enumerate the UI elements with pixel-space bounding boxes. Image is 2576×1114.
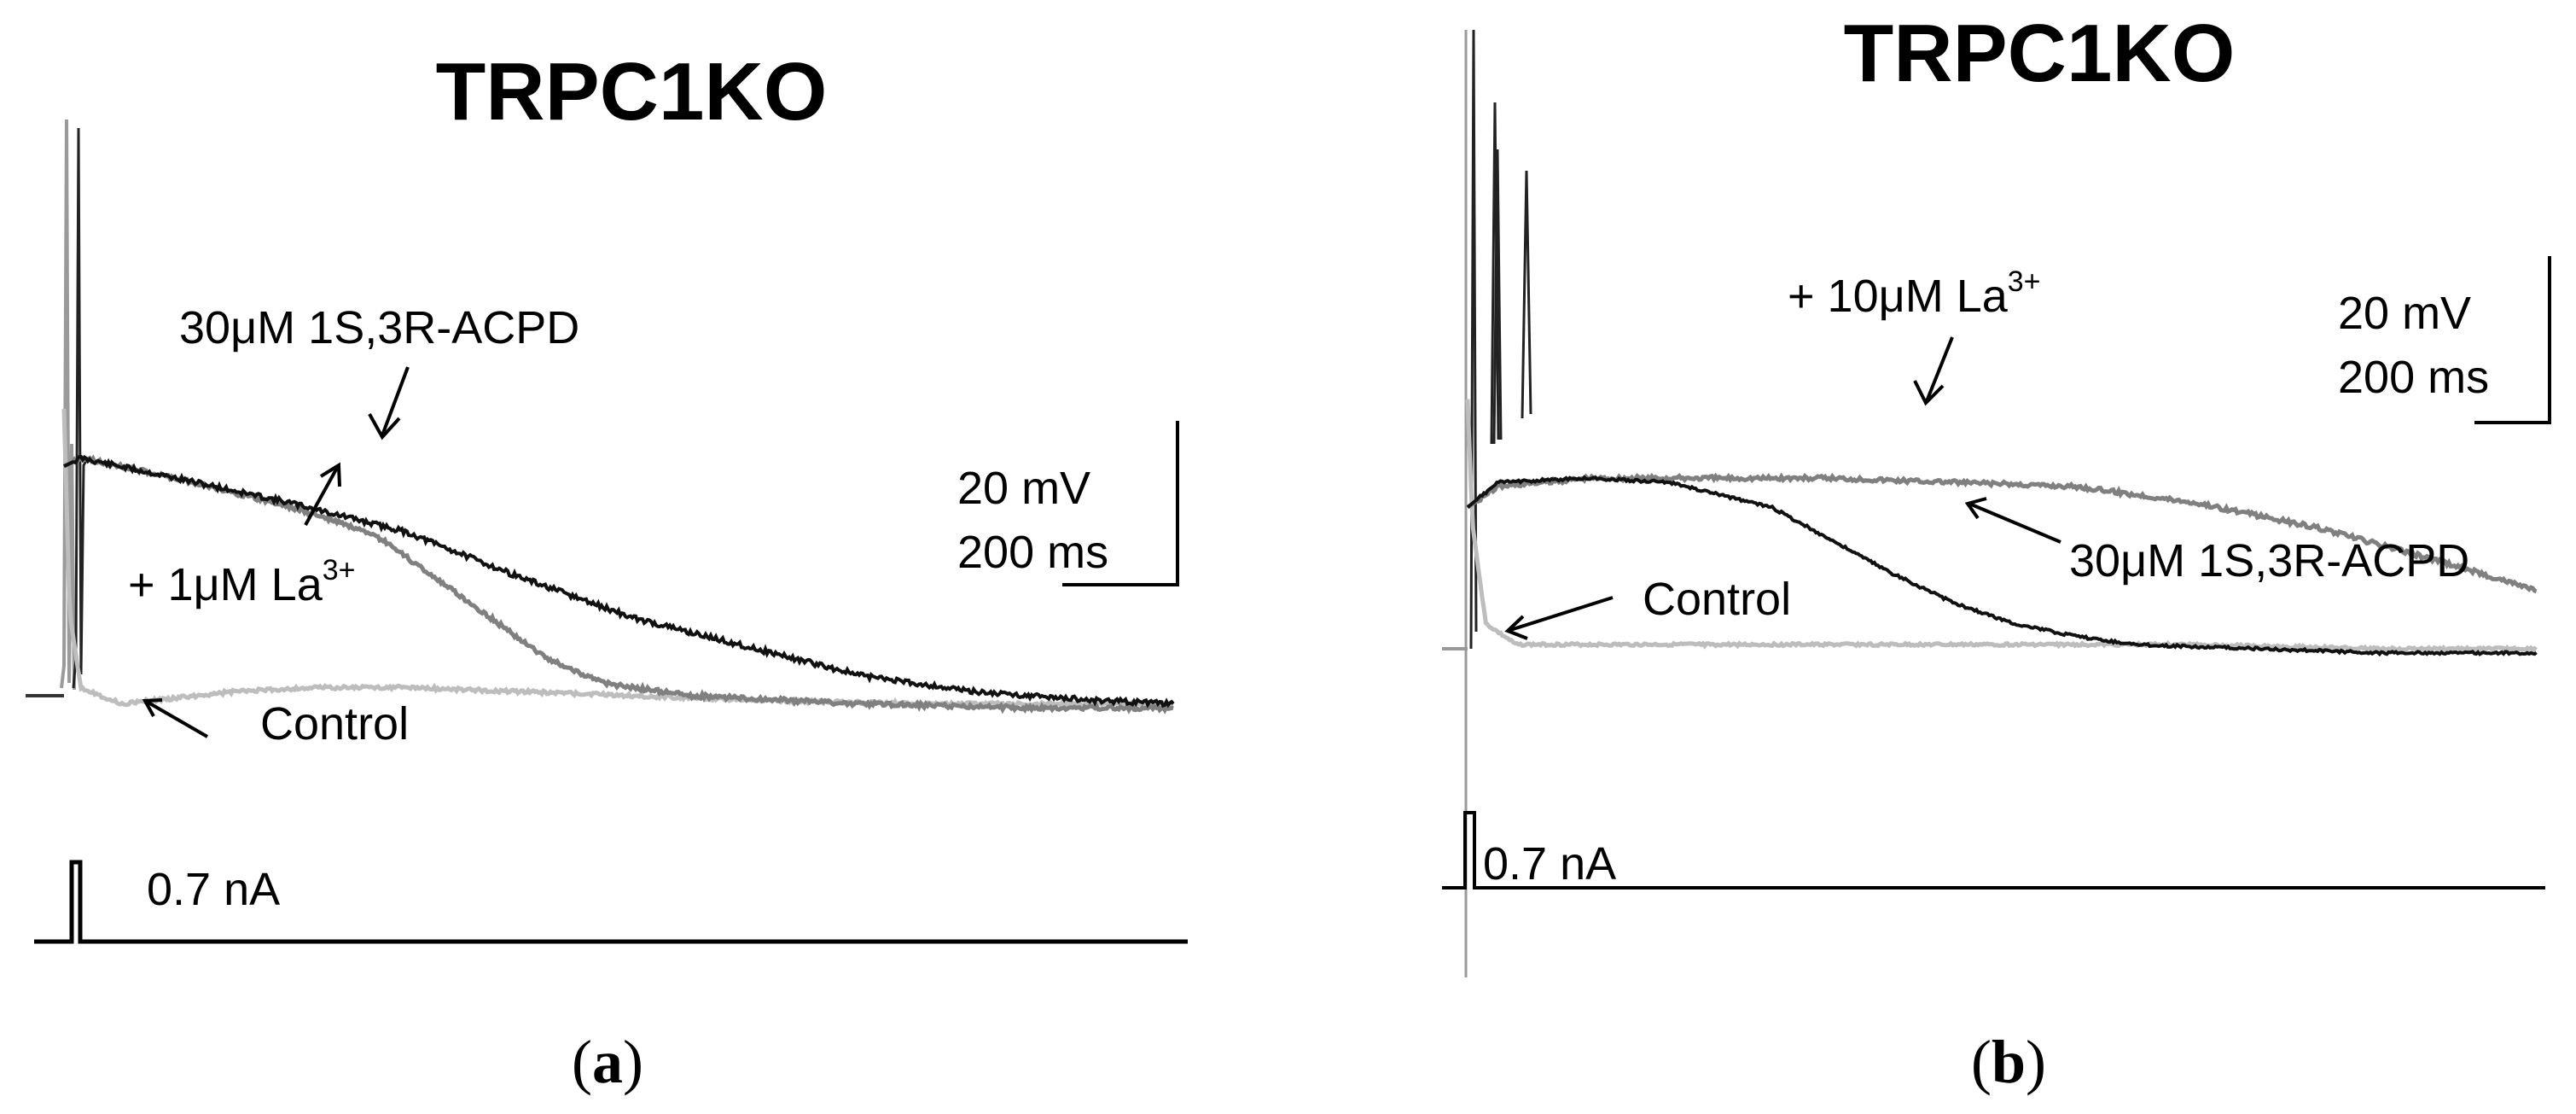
panel-a-scale-bar-lines: [1062, 421, 1179, 586]
panel-b-arrow-control: [1509, 596, 1614, 632]
panel-b-letter: b: [1992, 1028, 2026, 1096]
panel-b-traces: [1442, 29, 2538, 977]
panel-b-scale-time: 200 ms: [2338, 352, 2489, 403]
panel-a-spike-black: [72, 127, 88, 689]
panel-a-spike-gray: [60, 119, 76, 691]
panel-b-scale-bar: 20 mV 200 ms: [2338, 256, 2551, 424]
panel-a-title: TRPC1KO: [436, 46, 828, 137]
panel-b-spikes: [1469, 29, 1532, 650]
panel-a-scale-bar: 20 mV 200 ms: [957, 421, 1179, 586]
panel-a-stimulus-label: 0.7 nA: [147, 864, 280, 915]
panel-a-traces: [26, 119, 1175, 714]
panel-b-trace-acpd: [1466, 475, 2538, 657]
panel-b-label-la-text: + 10μM La: [1788, 271, 2009, 322]
panel-a-label-acpd: 30μM 1S,3R-ACPD: [179, 302, 579, 353]
panel-a-arrow-control: [145, 700, 209, 738]
panel-b-spike-1: [1469, 29, 1478, 650]
panel-a-scale-voltage: 20 mV: [957, 463, 1090, 514]
panel-a-label-la-sup: 3+: [323, 554, 356, 586]
panel-b-scale-bar-lines: [2474, 256, 2551, 424]
panel-b-arrow-acpd: [1968, 502, 2061, 544]
panel-a: TRPC1KO 30μM 1S,3R-ACPD + 1μM La3+ Contr…: [26, 46, 1188, 1096]
panel-a-arrowhead-acpd: [368, 413, 401, 440]
panel-b-label-control: Control: [1643, 574, 1791, 625]
panel-b-label-acpd: 30μM 1S,3R-ACPD: [2069, 535, 2469, 586]
panel-a-letter: a: [592, 1028, 623, 1096]
panel-b-stimulus-trace: [1442, 811, 2545, 889]
panel-a-arrow-acpd: [381, 366, 410, 436]
panel-b-arrowhead-acpd: [1964, 497, 1987, 520]
panel-b-label-la: + 10μM La3+: [1788, 265, 2041, 322]
panel-b-trace-control: [1465, 399, 2538, 654]
panel-a-trace-la: [62, 454, 1174, 714]
panel-b-arrowhead-la: [1913, 380, 1945, 406]
panel-a-label-control: Control: [260, 698, 409, 749]
panel-b-spike-4: [1521, 170, 1532, 419]
panel-a-arrowhead-control: [142, 698, 163, 717]
panel-b-spike-2: [1490, 102, 1500, 445]
panel-a-scale-time: 200 ms: [957, 527, 1108, 578]
panel-a-label-la: + 1μM La3+: [128, 554, 356, 610]
panel-b-arrowhead-control: [1504, 615, 1528, 640]
panel-b: TRPC1KO + 10μM La3+ 30μM 1S,3R-ACPD Cont…: [1442, 8, 2551, 1096]
panel-a-trace-acpd: [63, 454, 1175, 709]
panel-a-spike: [60, 119, 88, 691]
panel-a-arrow-la: [304, 467, 339, 526]
panel-b-stimulus: 0.7 nA: [1442, 811, 2545, 889]
panel-a-label: (a): [572, 1028, 643, 1096]
panel-a-stimulus-trace: [34, 860, 1188, 944]
panel-b-stimulus-label: 0.7 nA: [1483, 838, 1616, 889]
panel-a-arrowhead-la: [319, 462, 341, 487]
panel-b-arrow-la: [1925, 336, 1954, 402]
panel-b-label: (b): [1971, 1028, 2046, 1096]
panel-b-title: TRPC1KO: [1844, 8, 2236, 99]
panel-b-spike-3: [1492, 149, 1503, 445]
panel-a-label-la-text: + 1μM La: [128, 559, 323, 610]
panel-a-stimulus: 0.7 nA: [34, 860, 1188, 944]
panel-b-label-la-sup: 3+: [2008, 265, 2041, 298]
panel-b-scale-voltage: 20 mV: [2338, 288, 2471, 339]
